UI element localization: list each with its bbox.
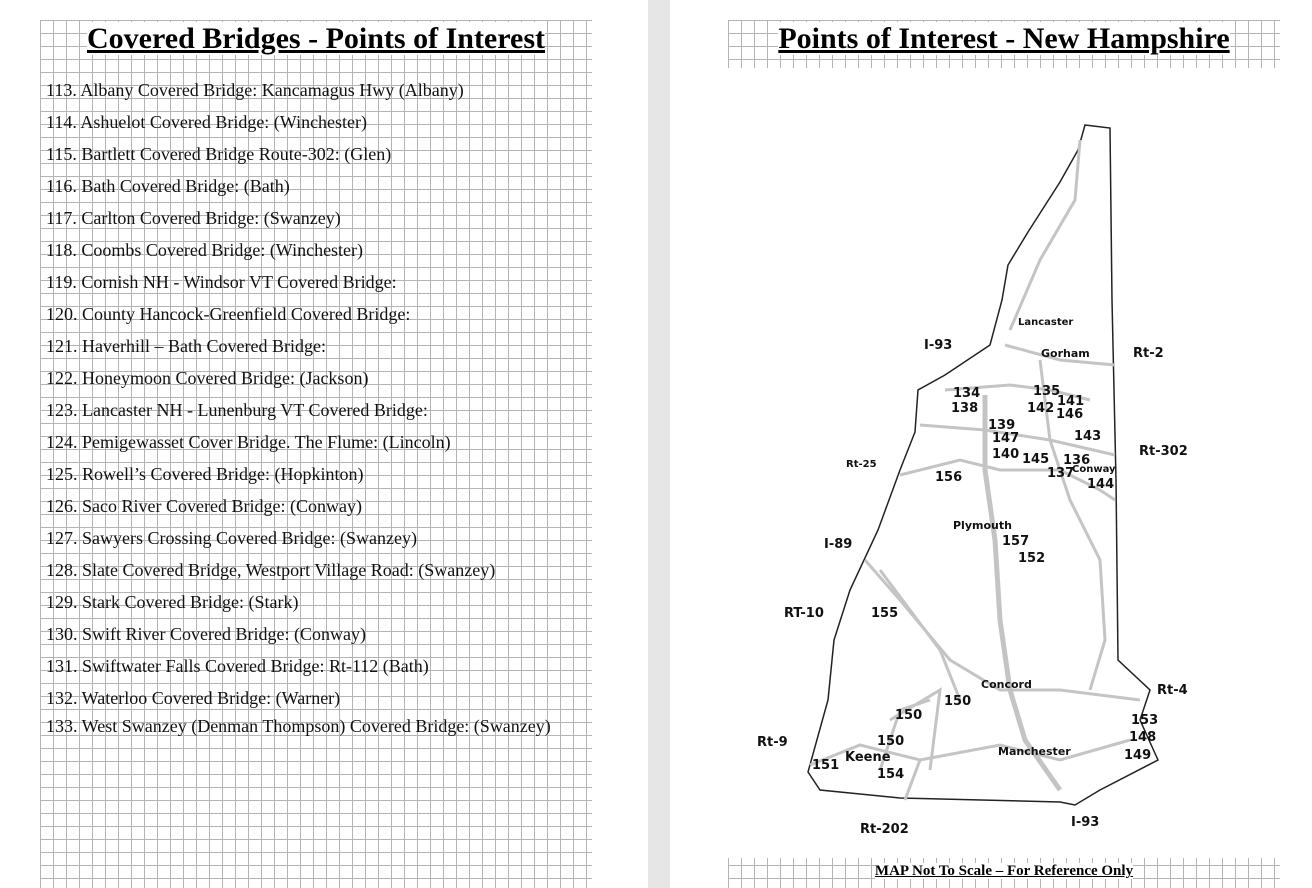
bridge-list-item: 120. County Hancock-Greenfield Covered B… [46,304,411,324]
bridge-list-item: 117. Carlton Covered Bridge: (Swanzey) [46,208,341,228]
left-page-title: Covered Bridges - Points of Interest [87,22,545,55]
town-label: Gorham [1041,347,1090,360]
nh-outline [807,124,1159,806]
town-label: Concord [981,678,1032,691]
bridge-list-item: 124. Pemigewasset Cover Bridge. The Flum… [46,432,451,452]
town-label: Keene [845,750,891,765]
bridge-list-item: 114. Ashuelot Covered Bridge: (Wincheste… [46,112,368,132]
poi-number: 139 [988,418,1016,433]
map-footer-note: MAP Not To Scale – For Reference Only [874,863,1134,879]
bridge-list-item: 129. Stark Covered Bridge: (Stark) [46,592,299,612]
bridge-list-item: 121. Haverhill – Bath Covered Bridge: [46,336,326,356]
right-page: Points of Interest - New Hampshire [728,20,1280,888]
road-label: I-89 [824,537,853,552]
town-label: Conway [1072,464,1116,475]
page-gutter [648,0,670,888]
poi-number: 150 [944,694,972,709]
bridge-list-item: 126. Saco River Covered Bridge: (Conway) [46,496,362,516]
poi-number: 150 [877,734,905,749]
poi-number: 136 [1063,453,1091,468]
poi-number: 153 [1131,713,1159,728]
road-label: I-93 [1071,815,1100,830]
road-label: Rt-25 [846,459,877,470]
roads [809,139,1141,801]
poi-number: 140 [992,447,1020,462]
bridge-list-item: 122. Honeymoon Covered Bridge: (Jackson) [46,368,369,388]
left-page: Covered Bridges - Points of Interest 113… [40,20,592,888]
poi-number: 149 [1124,748,1152,763]
bridge-list-item: 113. Albany Covered Bridge: Kancamagus H… [46,80,464,100]
bridge-list-item: 131. Swiftwater Falls Covered Bridge: Rt… [46,656,429,676]
poi-number: 143 [1074,429,1102,444]
poi-number: 152 [1018,551,1046,566]
road-label: Rt-9 [757,735,788,750]
poi-number: 150 [895,708,923,723]
road-label: Rt-202 [860,822,909,837]
bridge-list-item: 128. Slate Covered Bridge, Westport Vill… [46,560,496,580]
poi-number: 144 [1087,477,1115,492]
poi-number: 157 [1002,534,1030,549]
poi-number: 137 [1047,466,1075,481]
poi-number: 154 [877,767,905,782]
bridge-list-item: 115. Bartlett Covered Bridge Route-302: … [46,144,392,164]
road-label: Rt-302 [1139,444,1188,459]
road-label: Rt-2 [1133,346,1164,361]
bridge-list-item: 130. Swift River Covered Bridge: (Conway… [46,624,366,644]
poi-number: 151 [812,758,840,773]
poi-number: 135 [1033,384,1061,399]
town-label: Plymouth [953,519,1012,532]
road-label: I-93 [924,338,953,353]
poi-number: 138 [951,401,979,416]
bridge-list-item: 132. Waterloo Covered Bridge: (Warner) [46,688,341,708]
nh-map: Lancaster Gorham Plymouth Concord Manchester… [728,68,1280,858]
town-label: Lancaster [1018,317,1074,328]
bridge-list-item: 119. Cornish NH - Windsor VT Covered Bri… [46,272,397,292]
poi-number: 146 [1056,407,1084,422]
bridge-list-item: 125. Rowell’s Covered Bridge: (Hopkinton… [46,464,364,484]
bridge-list-item: 133. West Swanzey (Denman Thompson) Cove… [46,716,551,736]
poi-number: 148 [1129,730,1157,745]
poi-number: 134 [953,386,981,401]
right-page-title: Points of Interest - New Hampshire [778,22,1230,55]
poi-number: 145 [1022,452,1050,467]
poi-number: 142 [1027,401,1055,416]
poi-number: 156 [935,470,963,485]
bridge-list-item: 127. Sawyers Crossing Covered Bridge: (S… [46,528,417,548]
bridge-list-item: 116. Bath Covered Bridge: (Bath) [46,176,290,196]
poi-number: 141 [1057,394,1085,409]
road-label: Rt-4 [1157,683,1188,698]
poi-number: 155 [871,606,899,621]
road-label: RT-10 [784,606,824,621]
bridge-list-item: 118. Coombs Covered Bridge: (Winchester) [46,240,364,260]
poi-number: 147 [992,431,1020,446]
town-label: Manchester [998,745,1071,758]
bridge-list-item: 123. Lancaster NH - Lunenburg VT Covered… [46,400,428,420]
